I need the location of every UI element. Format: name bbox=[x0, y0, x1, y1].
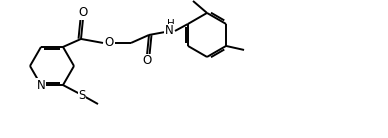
Text: O: O bbox=[78, 6, 88, 19]
Text: O: O bbox=[104, 36, 114, 49]
Text: N: N bbox=[165, 24, 173, 37]
Text: S: S bbox=[78, 89, 86, 102]
Text: O: O bbox=[142, 55, 152, 67]
Text: N: N bbox=[36, 79, 45, 91]
Text: H: H bbox=[167, 19, 175, 29]
